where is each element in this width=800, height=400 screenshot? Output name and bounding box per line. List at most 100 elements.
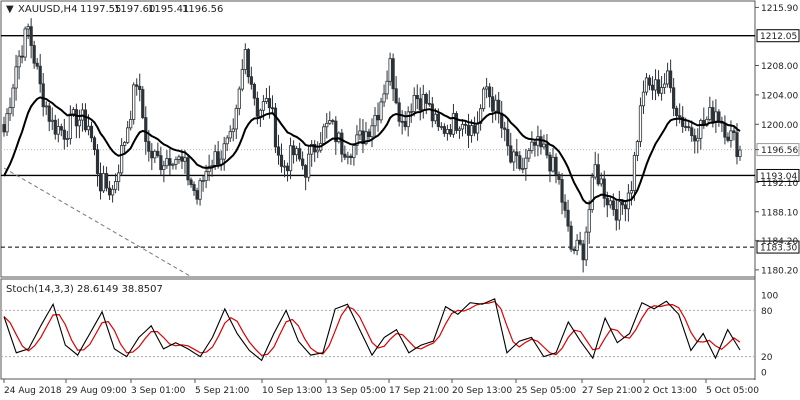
candle[interactable] xyxy=(587,200,591,244)
candle[interactable] xyxy=(659,75,664,101)
candle[interactable] xyxy=(74,103,78,139)
candle[interactable] xyxy=(415,84,419,110)
candle[interactable] xyxy=(584,226,588,267)
candle[interactable] xyxy=(165,150,169,169)
candle[interactable] xyxy=(358,118,362,140)
candle[interactable] xyxy=(240,59,244,92)
candle[interactable] xyxy=(352,143,356,166)
candle[interactable] xyxy=(23,26,27,61)
candle[interactable] xyxy=(714,99,718,133)
candle[interactable] xyxy=(144,106,148,155)
candle[interactable] xyxy=(593,151,597,180)
candle[interactable] xyxy=(463,121,468,134)
candle[interactable] xyxy=(225,135,229,152)
candle[interactable] xyxy=(331,118,335,125)
candle[interactable] xyxy=(629,181,634,206)
candle[interactable] xyxy=(120,138,124,176)
candle[interactable] xyxy=(457,126,462,139)
candle[interactable] xyxy=(385,70,389,100)
candle[interactable] xyxy=(282,160,287,178)
candle[interactable] xyxy=(171,162,175,170)
candle[interactable] xyxy=(189,177,193,188)
candle[interactable] xyxy=(50,107,54,130)
candle[interactable] xyxy=(313,140,317,162)
candle[interactable] xyxy=(252,82,256,106)
candle[interactable] xyxy=(168,149,172,175)
candle[interactable] xyxy=(412,87,416,117)
candle[interactable] xyxy=(104,166,109,192)
candle[interactable] xyxy=(307,145,311,182)
candle[interactable] xyxy=(720,116,724,132)
candle[interactable] xyxy=(301,151,305,170)
candle[interactable] xyxy=(451,103,456,138)
candle[interactable] xyxy=(361,119,365,153)
candle[interactable] xyxy=(560,172,564,215)
candle[interactable] xyxy=(294,146,299,162)
candle[interactable] xyxy=(198,177,202,206)
stoch-signal-line[interactable] xyxy=(3,300,741,357)
candle[interactable] xyxy=(617,190,621,230)
candle[interactable] xyxy=(20,45,24,64)
candle[interactable] xyxy=(80,103,85,132)
candle[interactable] xyxy=(460,118,465,137)
candle[interactable] xyxy=(466,113,471,149)
candle[interactable] xyxy=(638,97,643,148)
candle[interactable] xyxy=(732,126,736,141)
candle[interactable] xyxy=(644,73,649,96)
candle[interactable] xyxy=(599,172,603,187)
candle[interactable] xyxy=(530,131,534,154)
candle[interactable] xyxy=(138,73,142,102)
candle[interactable] xyxy=(448,123,453,137)
candle[interactable] xyxy=(126,120,130,145)
candle[interactable] xyxy=(632,151,637,201)
candle[interactable] xyxy=(195,187,199,205)
candle[interactable] xyxy=(285,162,290,182)
candle[interactable] xyxy=(304,163,308,191)
candle[interactable] xyxy=(17,50,21,80)
candle[interactable] xyxy=(249,66,253,90)
candle[interactable] xyxy=(717,109,721,127)
candle[interactable] xyxy=(56,118,60,143)
candle[interactable] xyxy=(738,145,742,161)
candle[interactable] xyxy=(509,132,513,164)
candle[interactable] xyxy=(222,136,226,171)
candle[interactable] xyxy=(539,129,543,155)
candle[interactable] xyxy=(147,130,151,162)
candle[interactable] xyxy=(566,199,570,232)
candle[interactable] xyxy=(95,144,100,187)
candle[interactable] xyxy=(524,148,528,181)
candle[interactable] xyxy=(554,153,558,184)
candle[interactable] xyxy=(340,128,344,163)
candle[interactable] xyxy=(5,108,9,137)
candle[interactable] xyxy=(521,157,525,174)
candle[interactable] xyxy=(346,151,350,165)
candle[interactable] xyxy=(276,134,281,165)
candle[interactable] xyxy=(662,73,667,94)
candle[interactable] xyxy=(482,86,486,112)
candle[interactable] xyxy=(98,162,103,200)
candle[interactable] xyxy=(234,104,238,139)
candle[interactable] xyxy=(162,160,166,183)
candle[interactable] xyxy=(512,149,516,171)
candle[interactable] xyxy=(77,109,82,139)
candle[interactable] xyxy=(666,62,670,88)
candle[interactable] xyxy=(159,146,163,176)
candle[interactable] xyxy=(325,113,329,139)
candle[interactable] xyxy=(575,234,579,256)
candle[interactable] xyxy=(376,102,380,132)
candle[interactable] xyxy=(590,173,594,213)
candle[interactable] xyxy=(343,145,347,161)
candle[interactable] xyxy=(174,156,178,170)
candle[interactable] xyxy=(439,122,443,130)
candle[interactable] xyxy=(403,110,407,131)
candle[interactable] xyxy=(255,91,259,125)
candle[interactable] xyxy=(186,155,190,186)
candle[interactable] xyxy=(382,84,386,107)
candle[interactable] xyxy=(497,91,501,124)
candle[interactable] xyxy=(515,138,519,169)
candle[interactable] xyxy=(367,128,371,142)
candle[interactable] xyxy=(153,149,157,163)
candle[interactable] xyxy=(647,74,652,91)
candle[interactable] xyxy=(273,103,278,153)
candle[interactable] xyxy=(699,118,703,150)
